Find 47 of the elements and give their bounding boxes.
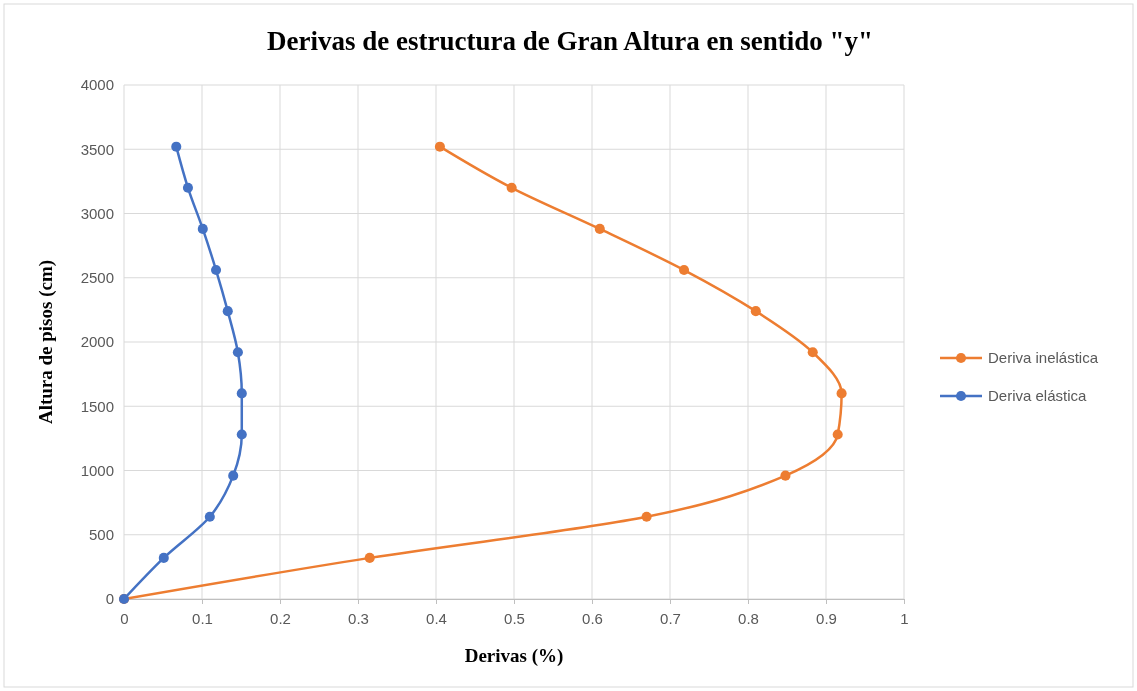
point — [506, 182, 517, 193]
point — [641, 511, 652, 522]
point — [204, 511, 215, 522]
x-tick-label: 0.3 — [348, 609, 369, 627]
point — [807, 347, 818, 358]
y-tick-label: 3000 — [80, 204, 114, 222]
point — [678, 265, 690, 276]
y-tick-label: 1500 — [80, 397, 114, 415]
x-tick-label: 0 — [120, 609, 129, 627]
point — [832, 429, 843, 440]
x-tick-label: 0.1 — [192, 609, 213, 627]
point — [197, 223, 208, 234]
y-tick-label: 2000 — [80, 333, 114, 351]
point — [210, 265, 222, 276]
x-tick-label: 0.7 — [660, 609, 681, 627]
y-tick-label: 4000 — [80, 76, 114, 94]
legend-label: Deriva elástica — [988, 387, 1088, 405]
point — [158, 552, 169, 563]
point — [232, 347, 243, 358]
point — [236, 388, 247, 399]
point — [182, 182, 194, 193]
point — [236, 429, 247, 440]
point — [750, 306, 761, 317]
point — [171, 141, 182, 152]
y-tick-label: 500 — [88, 526, 114, 544]
x-tick-label: 0.8 — [738, 609, 759, 627]
x-tick-label: 0.2 — [270, 609, 291, 627]
x-tick-label: 0.6 — [582, 609, 603, 627]
point — [780, 470, 791, 481]
x-tick-label: 1 — [900, 609, 909, 627]
y-tick-label: 3500 — [80, 140, 114, 158]
point — [228, 470, 239, 481]
point — [836, 388, 847, 399]
legend-label: Deriva inelástica — [988, 349, 1099, 367]
point — [434, 141, 445, 152]
x-tick-label: 0.5 — [504, 609, 525, 627]
y-axis-title: Altura de pisos (cm) — [35, 259, 57, 425]
point — [222, 306, 233, 317]
y-tick-label: 0 — [105, 590, 114, 608]
point — [364, 552, 375, 563]
x-axis-title: Derivas (%) — [464, 645, 564, 667]
x-tick-label: 0.9 — [816, 609, 837, 627]
chart-title: Derivas de estructura de Gran Altura en sentido "y" — [267, 26, 873, 56]
y-tick-label: 2500 — [80, 269, 114, 287]
y-tick-label: 1000 — [80, 461, 114, 479]
point — [594, 223, 605, 234]
x-tick-label: 0.4 — [426, 609, 447, 627]
